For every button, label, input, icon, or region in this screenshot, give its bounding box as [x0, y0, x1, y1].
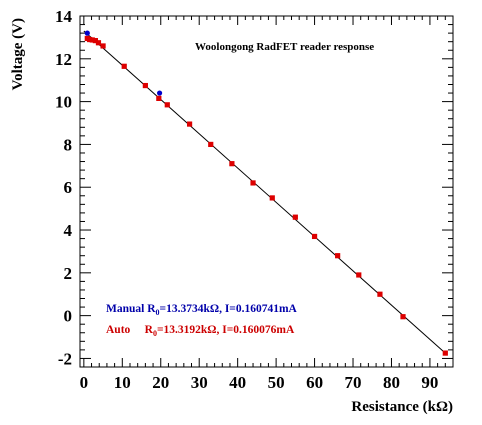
data-point-manual — [156, 90, 163, 96]
tick-labels: 0 10 20 30 40 50 60 70 80 90 -2 0 2 4 6 8 10 12 14 — [55, 7, 438, 392]
data-point-auto — [442, 350, 448, 356]
data-point-auto — [356, 272, 362, 278]
y-tick-label: 6 — [64, 178, 73, 197]
data-point-auto — [92, 38, 98, 44]
y-tick-label: 4 — [64, 221, 73, 240]
data-point-auto — [186, 121, 193, 127]
data-point-auto — [208, 141, 214, 148]
data-point-auto — [100, 43, 106, 49]
y-tick-label: 10 — [55, 93, 72, 112]
x-tick-label: 20 — [152, 373, 169, 392]
x-tick-label: 50 — [268, 373, 285, 392]
annotation-auto: Auto R0=13.3192kΩ, I=0.160076mA — [106, 324, 295, 338]
annotation-manual: Manual R0=13.3734kΩ, I=0.160741mA — [106, 303, 298, 317]
y-axis-title: Voltage (V) — [10, 18, 26, 90]
y-tick-label: 0 — [64, 307, 73, 326]
x-tick-label: 80 — [383, 373, 400, 392]
data-point-auto — [121, 63, 127, 69]
data-point-auto — [292, 214, 298, 220]
data-point-auto — [377, 291, 383, 297]
y-tick-label: -2 — [58, 349, 72, 368]
data-point-auto — [95, 40, 102, 46]
data-point-auto — [335, 253, 341, 259]
y-tick-label: 14 — [55, 7, 73, 26]
data-point-auto — [156, 95, 162, 101]
x-tick-label: 10 — [114, 373, 131, 392]
y-tick-label: 12 — [55, 50, 72, 69]
x-tick-label: 60 — [306, 373, 323, 392]
plot-frame — [79, 15, 454, 368]
data-point-auto — [269, 195, 275, 201]
chart-title: Woolongong RadFET reader response — [195, 41, 374, 53]
x-axis-title: Resistance (kΩ) — [351, 399, 453, 415]
data-point-auto — [250, 180, 256, 186]
x-tick-label: 0 — [80, 373, 89, 392]
data-point-auto — [142, 82, 148, 89]
x-tick-label: 70 — [345, 373, 362, 392]
x-tick-label: 90 — [421, 373, 438, 392]
axis-ticks — [80, 15, 453, 367]
data-point-auto — [229, 161, 235, 167]
data-point-auto — [89, 37, 95, 43]
data-point-auto — [87, 36, 93, 43]
x-tick-label: 30 — [191, 373, 208, 392]
data-point-auto — [311, 233, 318, 240]
y-tick-label: 8 — [64, 135, 73, 154]
data-point-manual — [84, 30, 90, 36]
x-tick-label: 40 — [229, 373, 246, 392]
data-point-auto — [400, 314, 406, 320]
data-points — [84, 30, 448, 356]
data-point-auto — [164, 102, 170, 108]
y-tick-label: 2 — [64, 264, 73, 283]
